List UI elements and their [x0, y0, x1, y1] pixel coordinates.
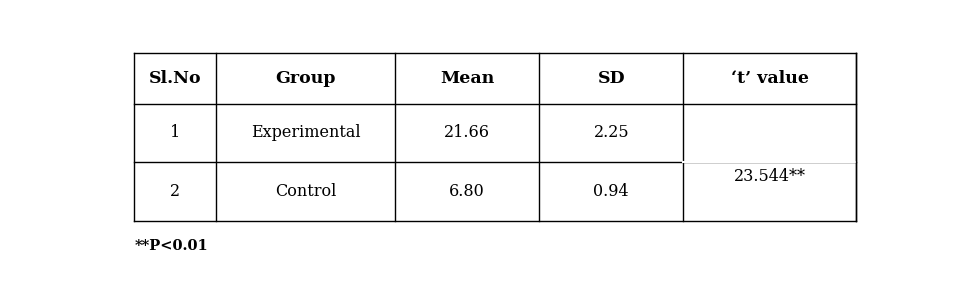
- Text: SD: SD: [598, 70, 625, 87]
- Text: 2: 2: [170, 183, 181, 200]
- Text: Experimental: Experimental: [251, 124, 360, 141]
- Text: Mean: Mean: [440, 70, 494, 87]
- Text: Control: Control: [275, 183, 336, 200]
- Text: ‘t’ value: ‘t’ value: [730, 70, 809, 87]
- Text: Group: Group: [275, 70, 336, 87]
- Text: 2.25: 2.25: [593, 124, 629, 141]
- Text: 1: 1: [170, 124, 181, 141]
- Text: 6.80: 6.80: [449, 183, 485, 200]
- Text: 23.544**: 23.544**: [734, 168, 806, 186]
- Text: **P<0.01: **P<0.01: [134, 239, 208, 253]
- Text: 0.94: 0.94: [593, 183, 629, 200]
- Text: 21.66: 21.66: [444, 124, 490, 141]
- Text: Sl.No: Sl.No: [149, 70, 202, 87]
